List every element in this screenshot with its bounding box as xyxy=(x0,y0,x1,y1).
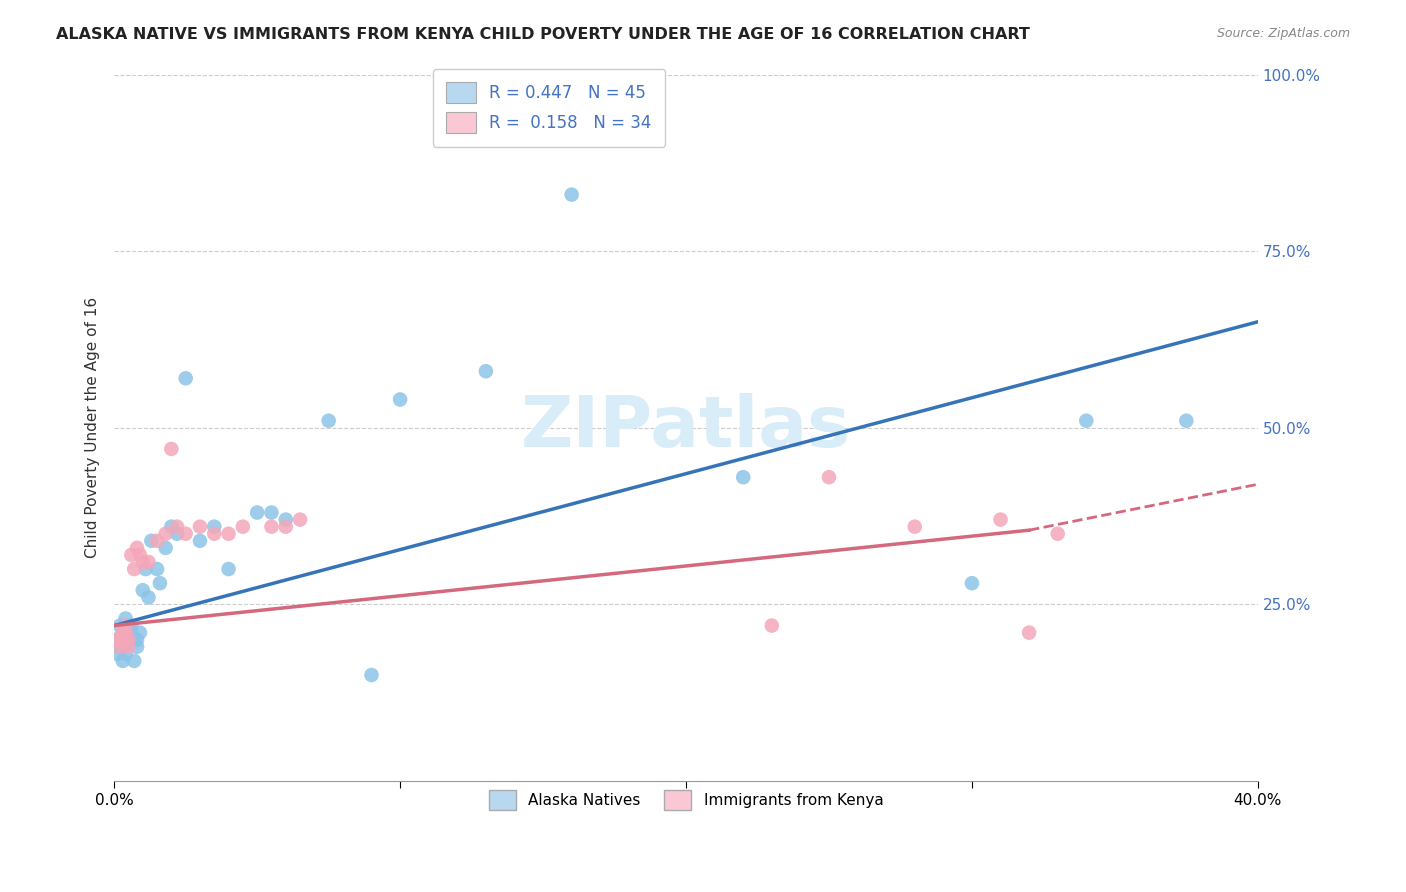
Point xyxy=(114,632,136,647)
Point xyxy=(160,519,183,533)
Point xyxy=(120,548,142,562)
Point xyxy=(111,625,134,640)
Point xyxy=(1018,625,1040,640)
Point xyxy=(138,555,160,569)
Point xyxy=(108,632,131,647)
Point xyxy=(202,519,225,533)
Point xyxy=(122,562,145,576)
Point xyxy=(202,526,225,541)
Point xyxy=(120,625,142,640)
Point xyxy=(141,533,163,548)
Point xyxy=(904,519,927,533)
Point xyxy=(105,647,128,661)
Point xyxy=(960,576,983,591)
Point xyxy=(132,583,155,598)
Point xyxy=(114,625,136,640)
Point xyxy=(114,611,136,625)
Point xyxy=(146,533,169,548)
Point xyxy=(274,513,297,527)
Point xyxy=(166,519,188,533)
Point xyxy=(122,654,145,668)
Point xyxy=(111,625,134,640)
Point xyxy=(389,392,412,407)
Point xyxy=(260,519,283,533)
Y-axis label: Child Poverty Under the Age of 16: Child Poverty Under the Age of 16 xyxy=(86,297,100,558)
Text: ZIPatlas: ZIPatlas xyxy=(522,393,851,462)
Point xyxy=(160,442,183,456)
Point xyxy=(122,632,145,647)
Text: ALASKA NATIVE VS IMMIGRANTS FROM KENYA CHILD POVERTY UNDER THE AGE OF 16 CORRELA: ALASKA NATIVE VS IMMIGRANTS FROM KENYA C… xyxy=(56,27,1031,42)
Point xyxy=(818,470,841,484)
Point xyxy=(117,618,139,632)
Point xyxy=(108,640,131,654)
Point xyxy=(990,513,1012,527)
Point xyxy=(120,618,142,632)
Point xyxy=(105,632,128,647)
Point xyxy=(129,625,152,640)
Point xyxy=(149,576,172,591)
Point xyxy=(218,526,240,541)
Text: Source: ZipAtlas.com: Source: ZipAtlas.com xyxy=(1216,27,1350,40)
Point xyxy=(174,371,197,385)
Point xyxy=(288,513,311,527)
Point xyxy=(1076,414,1098,428)
Point xyxy=(108,618,131,632)
Point xyxy=(138,591,160,605)
Point xyxy=(111,654,134,668)
Point xyxy=(117,640,139,654)
Point xyxy=(132,555,155,569)
Point xyxy=(188,519,211,533)
Point xyxy=(146,562,169,576)
Point xyxy=(114,647,136,661)
Point xyxy=(105,632,128,647)
Point xyxy=(166,526,188,541)
Point xyxy=(733,470,755,484)
Point xyxy=(125,640,148,654)
Point xyxy=(155,541,177,555)
Point xyxy=(561,187,583,202)
Point xyxy=(117,632,139,647)
Point xyxy=(155,526,177,541)
Point xyxy=(475,364,498,378)
Point xyxy=(135,562,157,576)
Point xyxy=(117,625,139,640)
Point xyxy=(117,632,139,647)
Point xyxy=(761,618,783,632)
Point xyxy=(218,562,240,576)
Point xyxy=(188,533,211,548)
Point xyxy=(246,506,269,520)
Point xyxy=(108,640,131,654)
Point xyxy=(1175,414,1198,428)
Point xyxy=(125,541,148,555)
Point xyxy=(114,618,136,632)
Point xyxy=(111,632,134,647)
Point xyxy=(232,519,254,533)
Point xyxy=(318,414,340,428)
Point xyxy=(174,526,197,541)
Point xyxy=(360,668,382,682)
Point xyxy=(260,506,283,520)
Point xyxy=(129,548,152,562)
Point xyxy=(274,519,297,533)
Point xyxy=(111,640,134,654)
Point xyxy=(1046,526,1069,541)
Point xyxy=(125,632,148,647)
Legend: Alaska Natives, Immigrants from Kenya: Alaska Natives, Immigrants from Kenya xyxy=(482,784,890,816)
Point xyxy=(105,632,128,647)
